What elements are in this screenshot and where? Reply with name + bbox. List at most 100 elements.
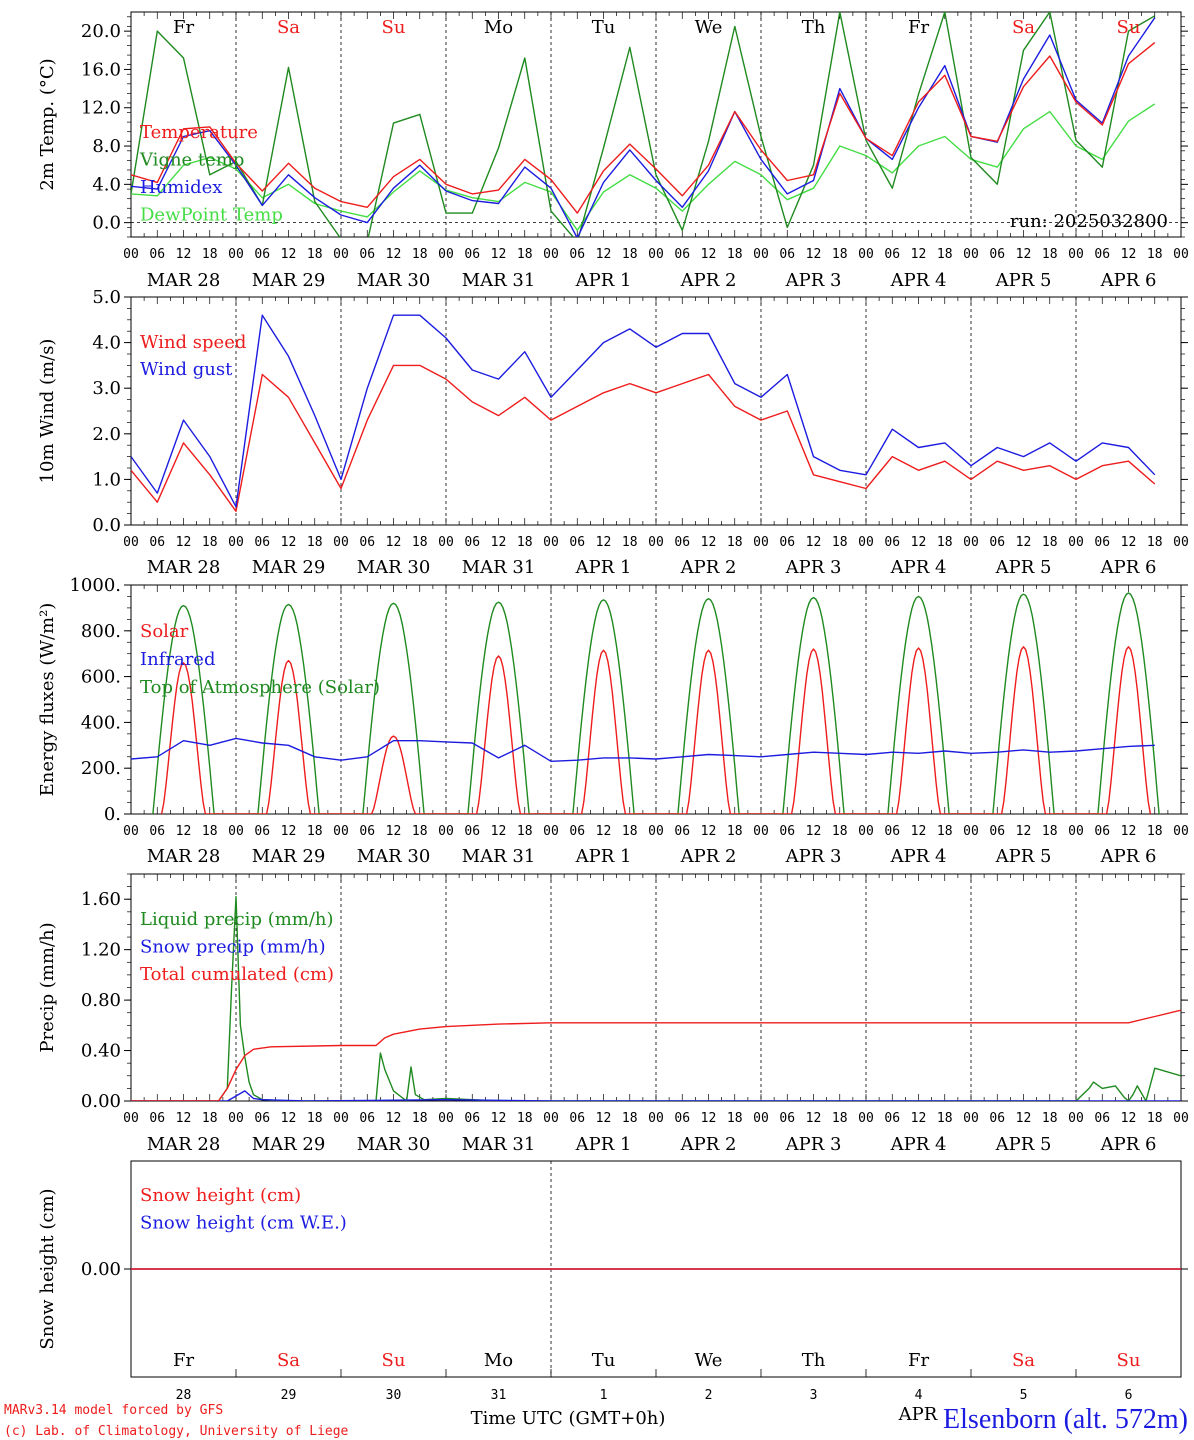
y-tick-label: 400. bbox=[81, 712, 121, 733]
hour-label: 12 bbox=[911, 247, 927, 262]
date-label: APR 1 bbox=[575, 846, 632, 867]
y-axis-title: Snow height (cm) bbox=[37, 1188, 58, 1349]
legend-entry: Snow height (cm W.E.) bbox=[140, 1213, 347, 1234]
series-line-temperature bbox=[131, 42, 1156, 214]
hour-label: 00 bbox=[963, 1111, 979, 1126]
hour-label: 18 bbox=[1147, 535, 1163, 550]
hour-label: 18 bbox=[307, 247, 323, 262]
hour-label: 06 bbox=[989, 535, 1005, 550]
hour-label: 00 bbox=[228, 247, 244, 262]
hour-label: 06 bbox=[254, 1111, 270, 1126]
hour-label: 12 bbox=[1016, 247, 1032, 262]
date-label: APR 6 bbox=[1100, 557, 1157, 578]
hour-label: 00 bbox=[858, 824, 874, 839]
series-line-wind-gust bbox=[131, 314, 1156, 508]
hour-label: 06 bbox=[674, 824, 690, 839]
hour-label: 00 bbox=[543, 1111, 559, 1126]
y-tick-label: 5.0 bbox=[92, 287, 121, 308]
date-label: APR 6 bbox=[1100, 846, 1157, 867]
hour-label: 00 bbox=[1173, 824, 1189, 839]
date-label: APR 3 bbox=[785, 1134, 842, 1155]
series-line-humidex bbox=[131, 17, 1156, 237]
hour-label: 12 bbox=[491, 1111, 507, 1126]
legend-entry: Solar bbox=[140, 621, 189, 642]
hour-label: 18 bbox=[1147, 1111, 1163, 1126]
hour-label: 12 bbox=[176, 824, 192, 839]
hour-label: 06 bbox=[779, 535, 795, 550]
series-line-top-of-atmosphere-solar- bbox=[152, 592, 1160, 814]
date-label: APR 5 bbox=[995, 557, 1052, 578]
hour-label: 12 bbox=[386, 1111, 402, 1126]
y-tick-label: 20.0 bbox=[81, 21, 121, 42]
hour-label: 12 bbox=[701, 824, 717, 839]
weekday-label: Fr bbox=[173, 17, 194, 38]
hour-label: 18 bbox=[517, 247, 533, 262]
hour-label: 06 bbox=[1094, 824, 1110, 839]
hour-label: 00 bbox=[1068, 247, 1084, 262]
date-label: MAR 28 bbox=[147, 846, 221, 867]
hour-label: 06 bbox=[464, 1111, 480, 1126]
hour-label: 06 bbox=[1094, 247, 1110, 262]
credit-lab: (c) Lab. of Climatology, University of L… bbox=[4, 1424, 349, 1439]
hour-label: 00 bbox=[438, 247, 454, 262]
hour-label: 00 bbox=[1068, 824, 1084, 839]
y-tick-label: 0.40 bbox=[81, 1041, 121, 1062]
hour-label: 06 bbox=[884, 247, 900, 262]
hour-label: 18 bbox=[202, 1111, 218, 1126]
date-label: MAR 30 bbox=[357, 557, 431, 578]
y-tick-label: 0.00 bbox=[81, 1259, 121, 1280]
hour-label: 00 bbox=[1068, 1111, 1084, 1126]
series-line-liquid-precip-mm-h- bbox=[131, 896, 1181, 1101]
hour-label: 00 bbox=[123, 824, 139, 839]
hour-label: 12 bbox=[1016, 535, 1032, 550]
weekday-label: Sa bbox=[277, 17, 300, 38]
legend-entry: Liquid precip (mm/h) bbox=[140, 909, 334, 930]
date-label: APR 3 bbox=[785, 846, 842, 867]
hour-label: 18 bbox=[1042, 535, 1058, 550]
legend-entry: Wind gust bbox=[140, 359, 233, 380]
date-label: APR 5 bbox=[995, 846, 1052, 867]
hour-label: 00 bbox=[438, 824, 454, 839]
y-tick-label: 200. bbox=[81, 758, 121, 779]
hour-label: 00 bbox=[123, 247, 139, 262]
day-number-label: 4 bbox=[915, 1388, 923, 1403]
hour-label: 00 bbox=[858, 247, 874, 262]
hour-label: 18 bbox=[1147, 824, 1163, 839]
date-label: MAR 29 bbox=[252, 557, 326, 578]
series-group bbox=[131, 896, 1181, 1101]
y-tick-label: 16.0 bbox=[81, 59, 121, 80]
weekday-label: Su bbox=[382, 17, 406, 38]
hour-label: 18 bbox=[727, 535, 743, 550]
hour-label: 00 bbox=[438, 535, 454, 550]
hour-label: 00 bbox=[1173, 1111, 1189, 1126]
hour-label: 00 bbox=[648, 247, 664, 262]
hour-label: 18 bbox=[832, 824, 848, 839]
date-label: MAR 30 bbox=[357, 270, 431, 291]
hour-label: 12 bbox=[806, 824, 822, 839]
y-tick-label: 4.0 bbox=[92, 333, 121, 354]
day-number-label: 1 bbox=[600, 1388, 608, 1403]
date-label: MAR 31 bbox=[462, 1134, 536, 1155]
hour-label: 00 bbox=[123, 535, 139, 550]
date-label: MAR 29 bbox=[252, 270, 326, 291]
hour-label: 06 bbox=[359, 535, 375, 550]
hour-label: 12 bbox=[806, 1111, 822, 1126]
weekday-label: Sa bbox=[1012, 1350, 1035, 1371]
date-label: APR 2 bbox=[680, 270, 737, 291]
hour-label: 12 bbox=[176, 247, 192, 262]
panel-5: 0.00 Snow height (cm) Snow height (cm) Snow… bbox=[37, 1160, 1188, 1403]
hour-label: 12 bbox=[596, 535, 612, 550]
hour-label: 12 bbox=[911, 824, 927, 839]
weekday-label: We bbox=[695, 17, 723, 38]
weekday-label: Th bbox=[802, 1350, 826, 1371]
plot-frame bbox=[130, 11, 1182, 238]
hour-label: 06 bbox=[359, 1111, 375, 1126]
series-group bbox=[131, 592, 1160, 814]
hour-label: 00 bbox=[228, 1111, 244, 1126]
hour-label: 12 bbox=[701, 1111, 717, 1126]
series-line-wind-speed bbox=[131, 364, 1156, 512]
legend-entry: Wind speed bbox=[140, 332, 246, 353]
legend-entry: Top of Atmosphere (Solar) bbox=[140, 677, 380, 698]
y-axis-title: Precip (mm/h) bbox=[37, 922, 58, 1052]
date-label: APR 3 bbox=[785, 270, 842, 291]
